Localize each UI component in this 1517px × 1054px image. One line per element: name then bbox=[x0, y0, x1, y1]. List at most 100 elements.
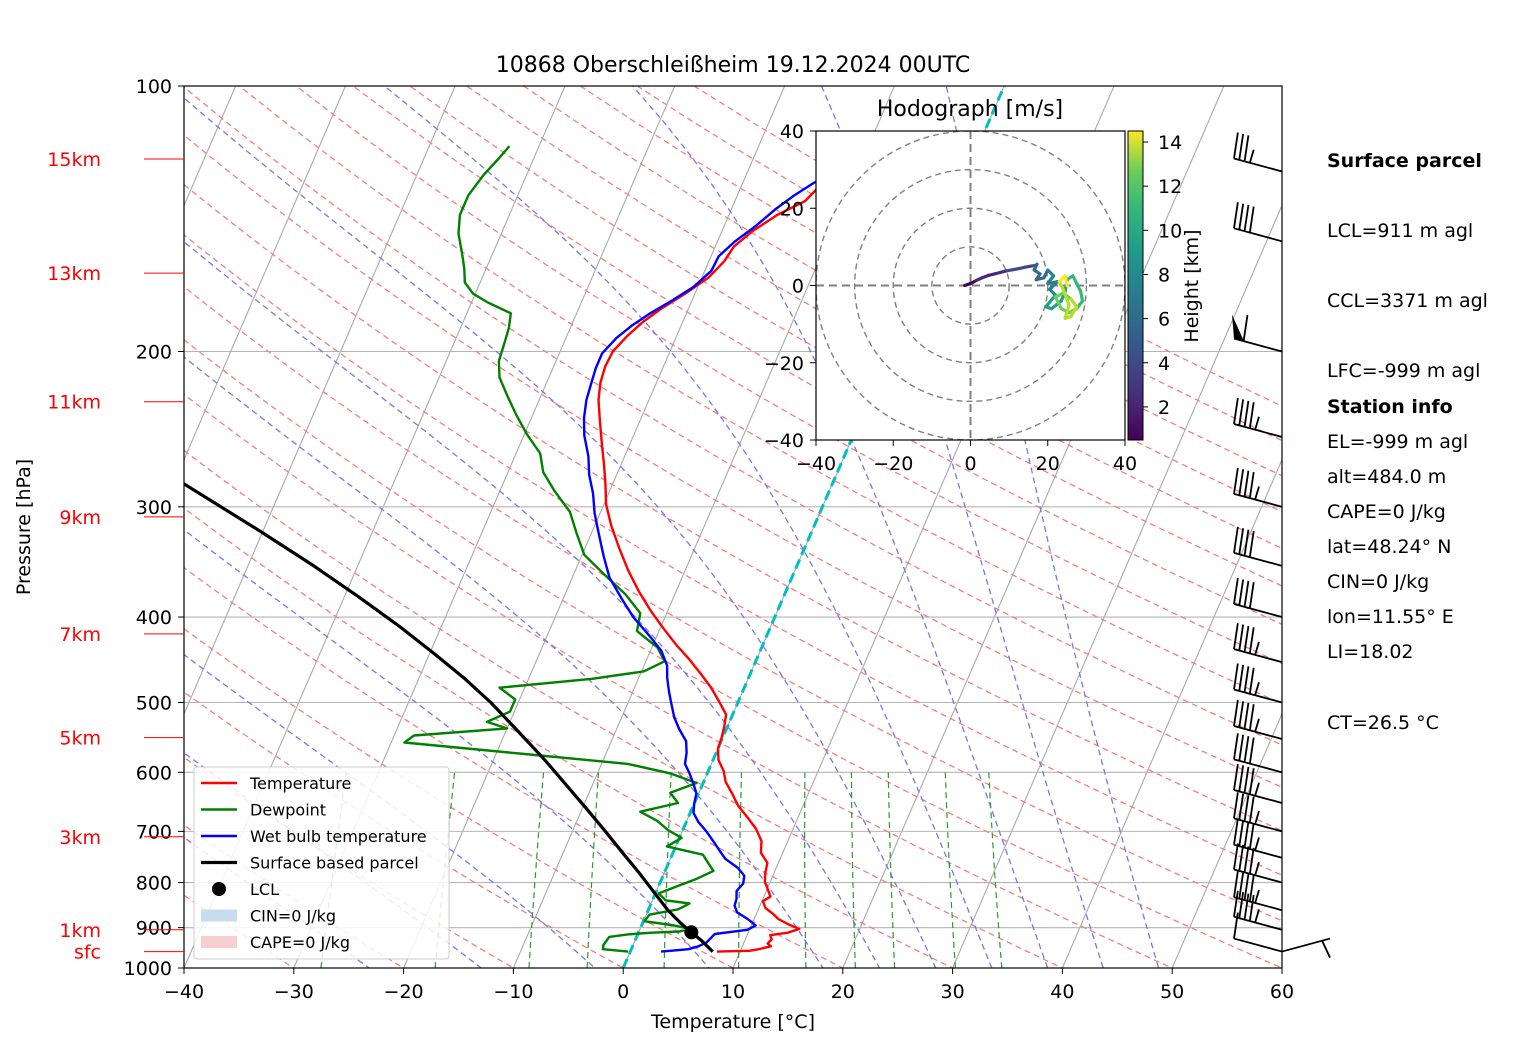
dry-adiabat bbox=[184, 628, 735, 968]
y-tick-label: 400 bbox=[136, 607, 172, 629]
dry-adiabat bbox=[184, 134, 1282, 788]
x-tick-label: 60 bbox=[1270, 981, 1294, 1003]
hodograph-segment bbox=[1063, 303, 1071, 320]
barb-staff bbox=[1233, 688, 1283, 704]
x-tick-label: 0 bbox=[617, 981, 629, 1003]
series-surface-based-parcel bbox=[184, 482, 714, 953]
barb-feather bbox=[1243, 766, 1250, 793]
y-tick-label: 900 bbox=[136, 918, 172, 940]
barb-feather bbox=[1242, 314, 1249, 342]
wind-barb bbox=[1233, 623, 1283, 664]
station-info-panel: Station info alt=484.0 m lat=48.24° N lo… bbox=[1327, 349, 1454, 653]
barb-feather bbox=[1238, 765, 1245, 792]
wind-barb bbox=[1233, 733, 1283, 774]
moist-adiabat bbox=[184, 356, 824, 968]
colorbar-tick-label: 10 bbox=[1158, 220, 1182, 242]
legend-label: LCL bbox=[250, 880, 279, 899]
barb-feather bbox=[1233, 623, 1239, 650]
barb-feather bbox=[1243, 702, 1250, 729]
barb-feather bbox=[1243, 580, 1250, 608]
barb-feather bbox=[1243, 625, 1250, 653]
legend-swatch bbox=[201, 936, 237, 948]
colorbar-tick-label: 12 bbox=[1158, 176, 1182, 198]
y-tick-label: 700 bbox=[136, 821, 172, 843]
y-tick-label: 300 bbox=[136, 497, 172, 519]
hodograph-x-tick-label: −40 bbox=[796, 453, 836, 475]
barb-feather bbox=[1233, 818, 1239, 845]
barb-staff bbox=[1233, 937, 1283, 953]
barb-feather bbox=[1254, 837, 1260, 851]
hodograph-y-tick-label: 20 bbox=[780, 198, 804, 220]
isotherm-line bbox=[184, 86, 456, 716]
barb-feather bbox=[1233, 699, 1239, 727]
hodograph-x-tick-label: 40 bbox=[1113, 453, 1137, 475]
barb-feather bbox=[1233, 397, 1239, 425]
isotherm-line bbox=[184, 86, 346, 462]
barb-feather bbox=[1233, 577, 1239, 605]
wind-barb bbox=[1233, 663, 1283, 704]
mixing-ratio-line bbox=[528, 772, 545, 968]
parcel-lfc: LFC=-999 m agl bbox=[1327, 360, 1481, 383]
barb-feather bbox=[1238, 892, 1245, 919]
barb-feather bbox=[1248, 704, 1255, 731]
barb-feather bbox=[1248, 206, 1255, 233]
dry-adiabat bbox=[295, 86, 1282, 665]
legend-swatch bbox=[212, 882, 226, 896]
legend-label: CIN=0 J/kg bbox=[250, 907, 336, 926]
mixing-ratio-line bbox=[663, 772, 672, 968]
barb-feather bbox=[1248, 822, 1255, 850]
barb-staff bbox=[1233, 817, 1283, 833]
barb-feather bbox=[1254, 889, 1260, 904]
hodograph-y-tick-label: 40 bbox=[780, 121, 804, 143]
mixing-ratio-line bbox=[944, 772, 956, 968]
barb-feather bbox=[1248, 531, 1255, 558]
hodograph-segment bbox=[1069, 305, 1079, 318]
barb-feather bbox=[1238, 528, 1245, 555]
moist-adiabat bbox=[945, 86, 1160, 968]
x-tick-label: 50 bbox=[1160, 981, 1184, 1003]
barb-feather bbox=[1233, 663, 1239, 690]
chart-title: 10868 Oberschleißheim 19.12.2024 00UTC bbox=[496, 53, 971, 78]
hodograph-segment bbox=[1078, 289, 1085, 303]
barb-staff bbox=[1233, 758, 1283, 774]
isotherm-line bbox=[952, 204, 1282, 968]
parcel-lcl: LCL=911 m agl bbox=[1327, 220, 1474, 243]
barb-feather bbox=[1238, 203, 1245, 230]
wind-barb bbox=[1233, 397, 1283, 438]
barb-staff bbox=[1233, 551, 1283, 567]
barb-feather bbox=[1248, 471, 1255, 499]
plot-background-lines bbox=[184, 86, 1282, 968]
barb-feather bbox=[1238, 399, 1245, 426]
barb-feather bbox=[1238, 469, 1245, 496]
wind-barb bbox=[1233, 871, 1283, 912]
dry-adiabat bbox=[184, 234, 1282, 876]
height-label: 3km bbox=[59, 827, 101, 849]
y-tick-label: 600 bbox=[136, 762, 172, 784]
hodograph-rings bbox=[816, 131, 1125, 440]
parcel-ccl: CCL=3371 m agl bbox=[1327, 290, 1488, 313]
x-axis-label: Temperature [°C] bbox=[650, 1011, 815, 1033]
barb-feather bbox=[1233, 871, 1239, 898]
barb-staff bbox=[1233, 648, 1283, 664]
barb-staff bbox=[1233, 868, 1283, 884]
barb-feather bbox=[1254, 782, 1260, 796]
wind-barb bbox=[1233, 132, 1283, 173]
x-tick-label: 40 bbox=[1050, 981, 1074, 1003]
y-tick-label: 1000 bbox=[124, 958, 172, 980]
isotherm-line bbox=[842, 86, 1225, 968]
barb-feather bbox=[1248, 667, 1255, 694]
height-label: 1km bbox=[59, 920, 101, 942]
barb-feather bbox=[1238, 734, 1245, 761]
dry-adiabat bbox=[184, 339, 1282, 968]
barb-feather bbox=[1254, 416, 1260, 430]
barb-feather bbox=[1254, 909, 1260, 923]
x-tick-label: −20 bbox=[384, 981, 424, 1003]
barb-staff bbox=[1233, 896, 1283, 912]
hodograph-x-tick-label: −20 bbox=[873, 453, 913, 475]
x-tick-label: 30 bbox=[941, 981, 965, 1003]
station-lat: lat=48.24° N bbox=[1327, 536, 1452, 559]
hodograph-y-tick-label: −20 bbox=[764, 353, 804, 375]
wind-barb bbox=[1233, 792, 1283, 833]
barb-feather bbox=[1243, 736, 1250, 763]
x-tick-label: 10 bbox=[721, 981, 745, 1003]
